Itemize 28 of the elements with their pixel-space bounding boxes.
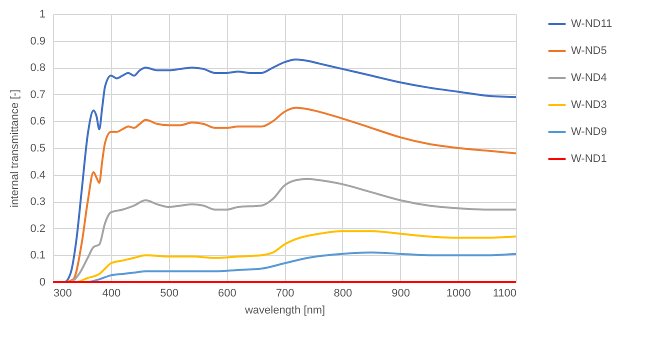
y-tick-label: 0.2 (30, 222, 46, 235)
y-tick-label: 0.8 (30, 62, 46, 74)
y-tick-label: 0.6 (30, 116, 46, 128)
x-tick-label: 600 (218, 288, 236, 300)
y-tick-label: 0 (39, 276, 46, 288)
legend-label: W-ND3 (571, 99, 607, 111)
x-tick-label: 500 (160, 288, 178, 300)
legend-label: W-ND4 (571, 72, 607, 84)
x-tick-label: 800 (334, 288, 352, 300)
x-tick-label: 300 (54, 288, 72, 300)
y-axis-title: internal transmittance [-] (9, 90, 22, 208)
x-axis-title: wavelength [nm] (244, 304, 326, 316)
legend-label: W-ND5 (571, 45, 607, 57)
x-tick-label: 1000 (446, 288, 471, 300)
legend-label: W-ND9 (571, 126, 607, 138)
y-tick-label: 1 (39, 8, 46, 20)
y-tick-label: 0.1 (30, 250, 46, 262)
y-tick-label: 0.9 (30, 35, 46, 48)
y-tick-label: 0.7 (30, 88, 46, 101)
y-tick-label: 0.4 (30, 169, 46, 182)
x-tick-label: 1100 (492, 288, 516, 300)
y-tick-label: 0.5 (30, 142, 46, 154)
legend-label: W-ND11 (571, 18, 612, 30)
y-tick-label: 0.3 (30, 196, 46, 208)
x-tick-label: 400 (102, 288, 121, 300)
x-tick-label: 700 (276, 288, 294, 300)
legend-label: W-ND1 (571, 153, 607, 165)
x-tick-label: 900 (392, 288, 410, 300)
